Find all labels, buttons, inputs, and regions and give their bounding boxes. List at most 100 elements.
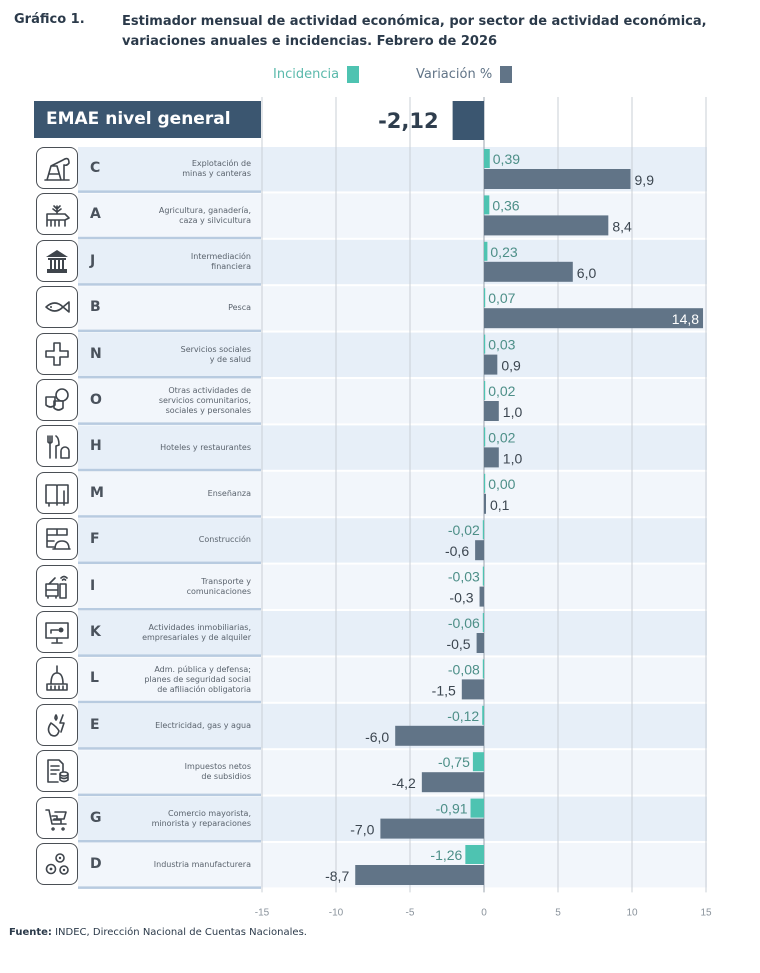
incidence-value-label: -0,02 — [448, 522, 480, 538]
variation-value-label: -1,5 — [432, 682, 456, 698]
bus-phone-icon — [36, 564, 78, 607]
variation-bar — [484, 354, 498, 375]
sector-code: C — [90, 160, 101, 176]
sector-description-line: minorista y reparaciones — [151, 818, 251, 828]
row-separator — [78, 700, 261, 704]
row-separator — [78, 654, 261, 657]
cart-boxes-icon — [36, 796, 78, 839]
variation-bar — [461, 679, 484, 700]
sector-description-line: Pesca — [228, 303, 251, 313]
oil-pump-icon — [36, 147, 78, 189]
sector-description-line: financiera — [211, 262, 251, 271]
legend-label-incidence: Incidencia — [273, 67, 340, 82]
variation-bar — [484, 401, 499, 421]
incidence-value-label: -0,08 — [448, 661, 480, 677]
row-background — [78, 471, 707, 517]
variation-value-label: 1,0 — [503, 404, 523, 420]
sector-code: O — [90, 392, 102, 408]
incidence-value-label: -0,06 — [448, 615, 480, 631]
sector-description-line: Impuestos netos — [184, 762, 251, 772]
sector-description-line: Construcción — [198, 535, 251, 545]
row-separator — [78, 236, 261, 240]
sector-description-line: Adm. pública y defensa; — [154, 664, 251, 674]
legend: Incidencia Variación % — [0, 66, 760, 86]
incidence-value-label: 0,39 — [493, 151, 520, 167]
incidence-bar — [484, 288, 486, 308]
incidence-value-label: 0,00 — [488, 476, 515, 492]
sector-description: Transporte y comunicaciones — [110, 577, 251, 597]
row-separator — [78, 329, 261, 333]
variation-bar — [484, 261, 573, 282]
monitor-key-icon — [36, 611, 78, 653]
row-background — [78, 750, 707, 795]
variation-value-label: -0,5 — [446, 636, 470, 652]
incidence-value-label: 0,02 — [488, 383, 515, 399]
variation-bar — [484, 447, 499, 468]
variation-value-label: 1,0 — [503, 450, 523, 466]
sector-description-line: y de salud — [209, 354, 251, 364]
x-tick-label: 5 — [555, 907, 561, 918]
sector-description: Electricidad, gas y agua — [110, 721, 251, 731]
sector-code: E — [90, 716, 100, 733]
incidence-bar — [484, 427, 486, 447]
variation-value-label: 14,8 — [672, 311, 699, 327]
incidence-value-label: 0,23 — [490, 244, 517, 260]
variation-value-label: 0,1 — [490, 497, 510, 513]
sector-description-line: de afiliación obligatoria — [157, 684, 251, 694]
variation-value-label: -8,7 — [325, 868, 349, 884]
legend-label-variation: Variación % — [416, 67, 493, 82]
incidence-bar — [484, 241, 488, 261]
legend-item-incidence: Incidencia — [273, 66, 360, 83]
fish-icon — [36, 286, 78, 329]
row-background — [78, 564, 707, 609]
sector-description: Construcción — [110, 535, 251, 545]
variation-value-label: 6,0 — [577, 265, 597, 281]
x-tick-label: 15 — [700, 907, 712, 918]
incidence-bar — [482, 705, 484, 725]
variation-value-label: 0,9 — [501, 358, 521, 374]
sector-description-line: Electricidad, gas y agua — [155, 721, 251, 730]
sector-code: J — [90, 252, 96, 269]
theater-masks-icon — [36, 379, 78, 421]
legend-swatch-variation — [500, 66, 513, 83]
sector-code: B — [90, 299, 101, 316]
sector-description: Agricultura, ganadería, caza y silvicultu… — [110, 206, 251, 226]
variation-value-label: -0,6 — [445, 543, 469, 559]
row-separator — [78, 468, 261, 472]
x-tick-label: -5 — [406, 907, 415, 918]
sector-code: D — [90, 856, 102, 872]
row-background — [78, 611, 707, 656]
incidence-bar — [484, 149, 490, 168]
row-separator — [78, 608, 261, 611]
sector-code: H — [90, 438, 102, 455]
source-text: INDEC, Dirección Nacional de Cuentas Nac… — [51, 927, 307, 938]
incidence-bar — [482, 520, 484, 540]
variation-bar — [421, 772, 484, 793]
sector-description-line: Actividades inmobiliarias, — [148, 623, 252, 633]
row-separator — [78, 793, 261, 797]
drop-flame-bolt-icon — [36, 703, 78, 746]
incidence-value-label: 0,07 — [488, 290, 515, 306]
sector-description: Actividades inmobiliarias, empresariales … — [110, 623, 251, 643]
sector-description: Servicios sociales y de salud — [110, 345, 251, 365]
sector-code: N — [90, 345, 102, 362]
cutlery-hotel-icon — [36, 425, 78, 468]
variation-bar — [355, 865, 484, 885]
bank-icon — [36, 239, 78, 282]
health-cross-icon — [36, 332, 78, 375]
sector-code: G — [90, 809, 102, 826]
sector-description: Industria manufacturera — [110, 860, 251, 870]
incidence-value-label: -0,75 — [438, 754, 470, 770]
bricks-helmet-icon — [36, 518, 78, 561]
incidence-bar — [472, 752, 484, 772]
variation-value-label: -7,0 — [350, 822, 374, 838]
sector-description-line: empresariales y de alquiler — [142, 633, 251, 643]
sector-description: Intermediación financiera — [110, 252, 251, 272]
emae-bar — [452, 101, 484, 140]
source-prefix: Fuente: — [9, 927, 52, 938]
incidence-bar — [482, 566, 484, 586]
sector-code: I — [90, 577, 96, 594]
variation-bar — [475, 540, 484, 561]
source-note: Fuente: INDEC, Dirección Nacional de Cue… — [9, 927, 307, 938]
incidence-value-label: 0,03 — [488, 337, 515, 353]
